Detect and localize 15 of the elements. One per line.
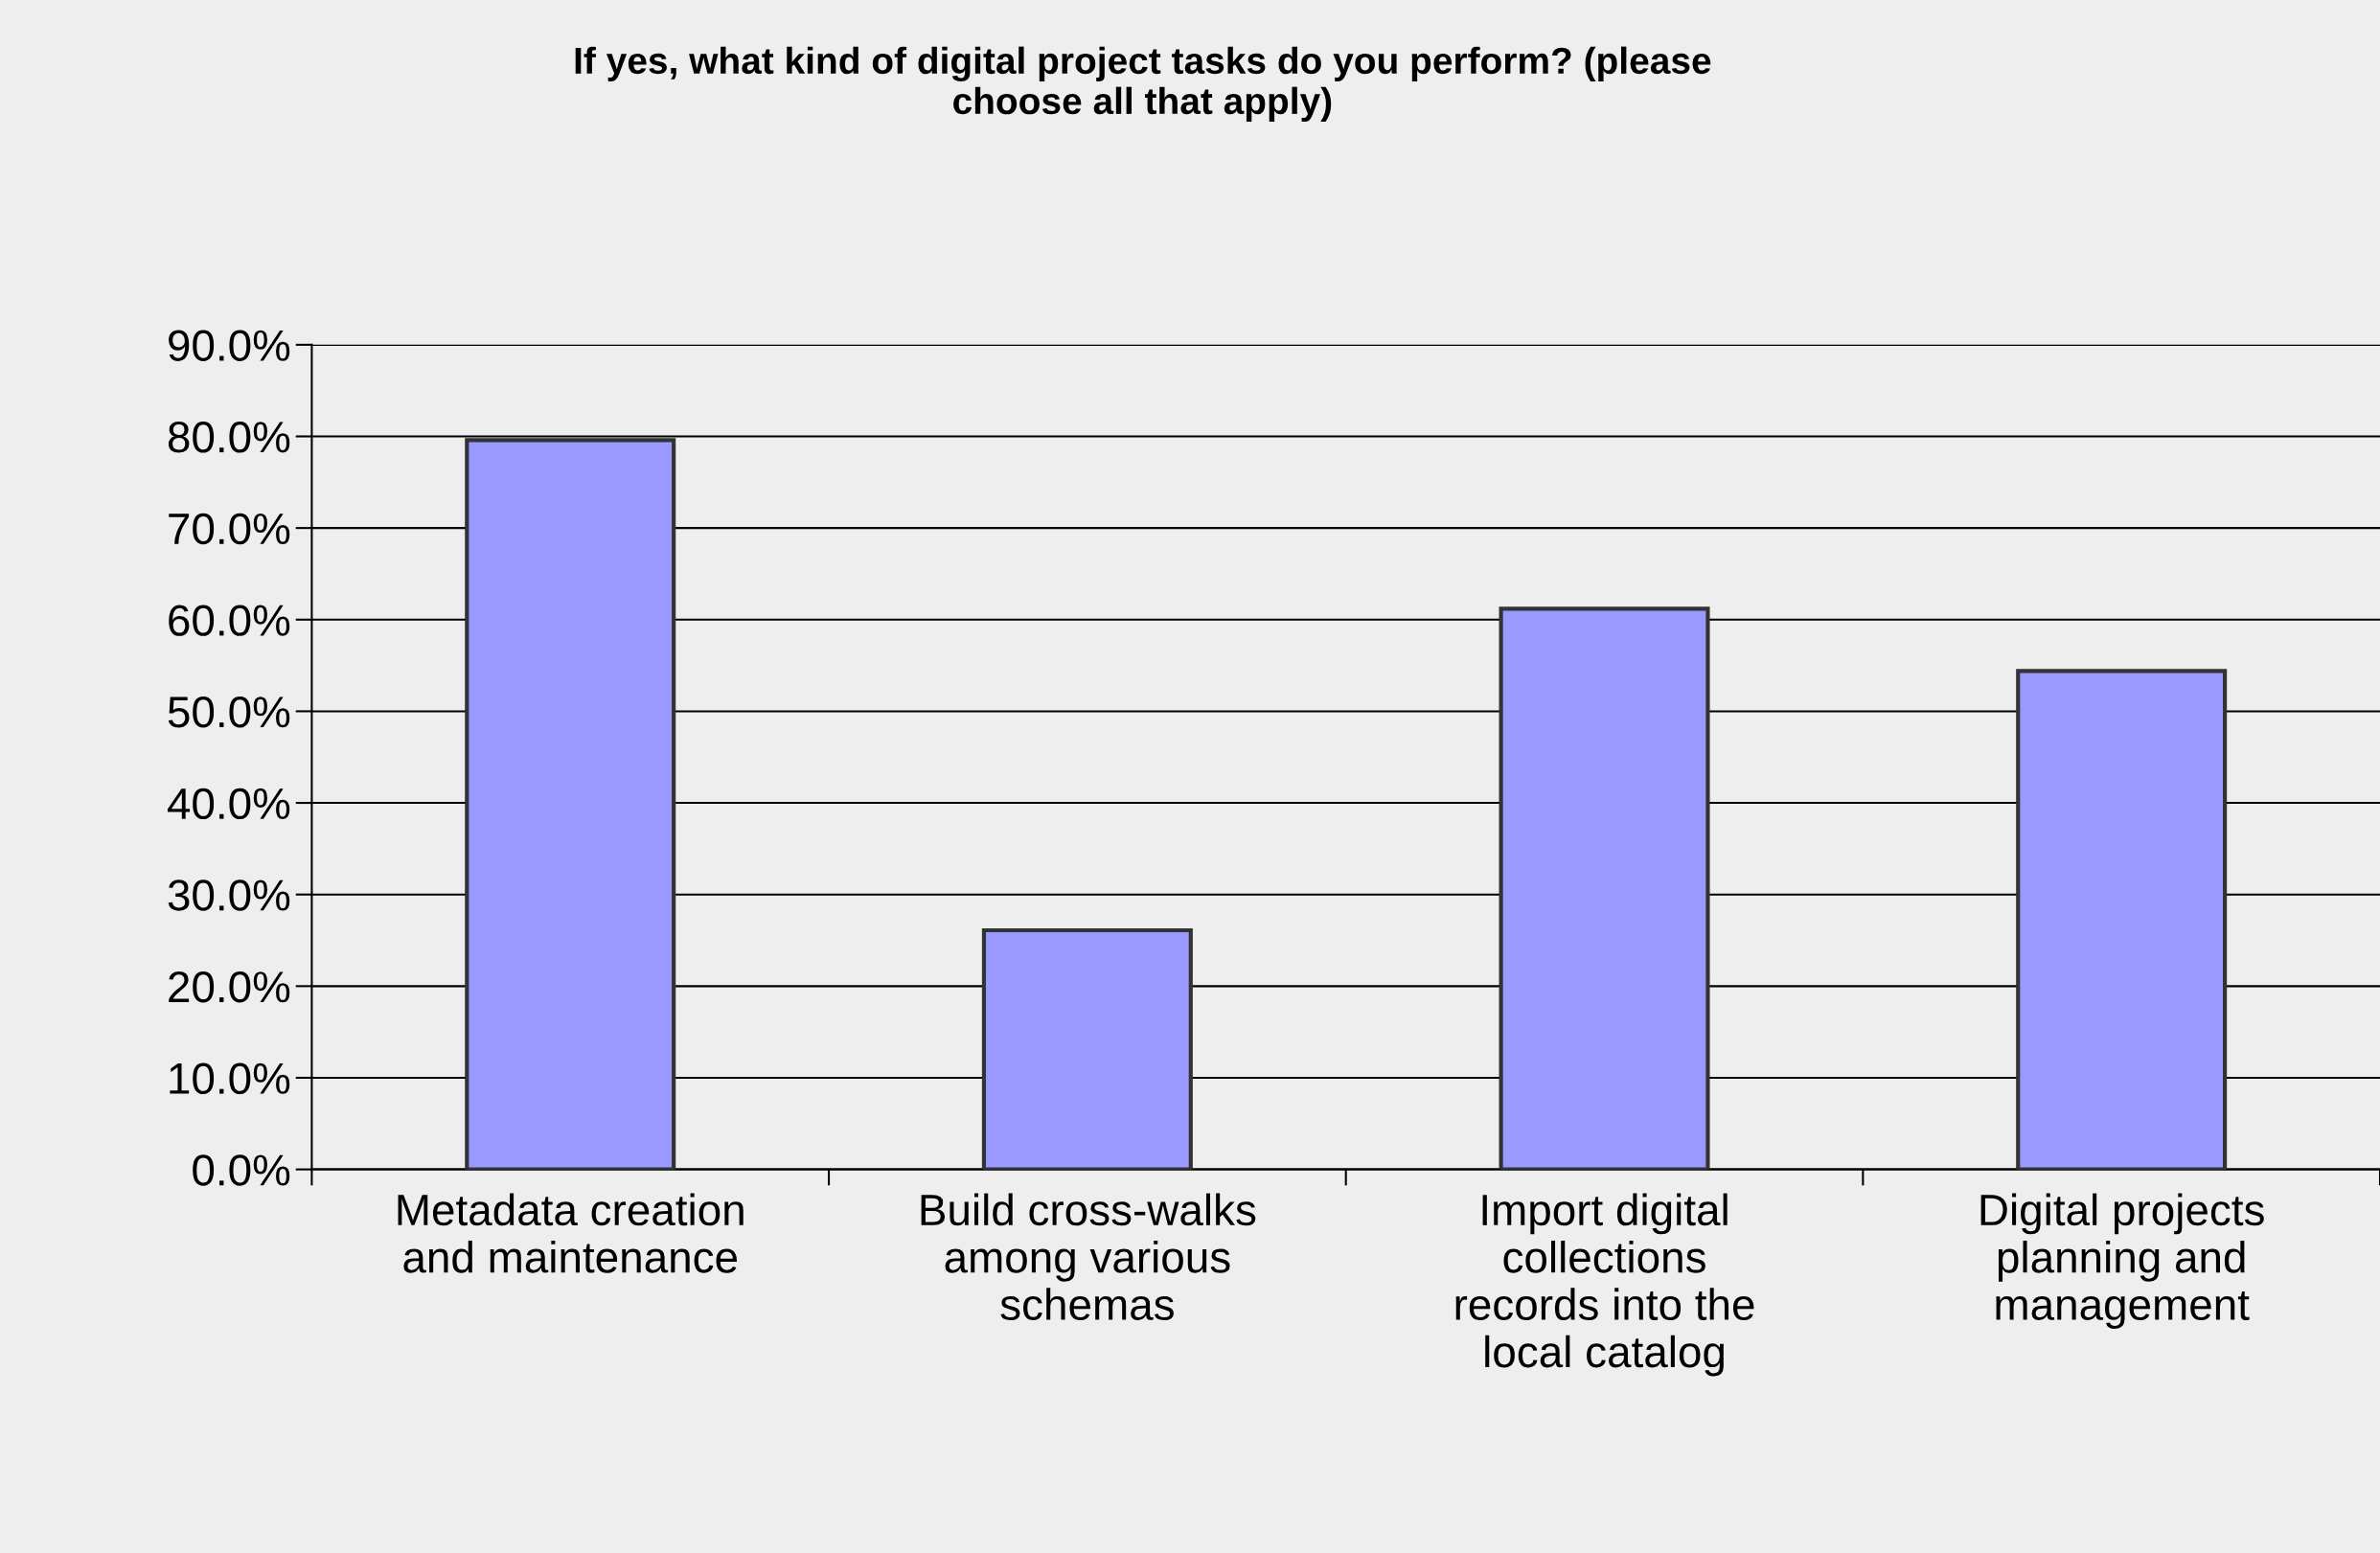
y-tick-label: 10.0% [170, 1062, 290, 1095]
y-tick-label: 80.0% [168, 422, 290, 453]
x-tick-label: Metadata creation and maintenance [398, 1193, 744, 1273]
y-tick-label: 20.0% [169, 971, 290, 1003]
y-tick-label: 30.0% [168, 879, 290, 911]
y-tick-label: 40.0% [167, 788, 290, 820]
x-tick-label: Digital projects planning and management [1980, 1193, 2264, 1330]
y-tick-label: 90.0% [169, 330, 290, 361]
y-tick-label: 50.0% [168, 697, 290, 728]
y-tick-label: 0.0% [193, 1154, 290, 1186]
x-tick-label: Import digital collections records into the local catalog [1455, 1193, 1754, 1377]
x-tick-label: Build cross-walks among various schemas [921, 1193, 1256, 1321]
chart-title: If yes, what kind of digital project tasks do you perform? (please choose all that apply) [575, 46, 1711, 122]
y-tick-label: 70.0% [169, 513, 290, 545]
y-tick-label: 60.0% [169, 605, 290, 636]
